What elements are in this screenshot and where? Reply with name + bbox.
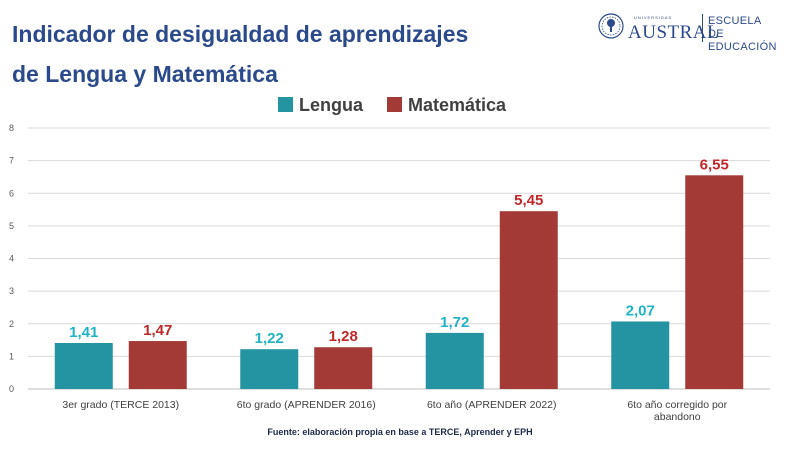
- data-label-matematica: 5,45: [514, 192, 543, 209]
- bar-lengua: [54, 342, 113, 389]
- y-tick-label: 6: [9, 188, 14, 198]
- logo-divider: [702, 14, 703, 42]
- data-label-lengua: 1,72: [440, 314, 469, 331]
- logo-austral: AUSTRAL: [628, 22, 720, 43]
- x-tick-label: 6to año corregido por: [627, 399, 727, 411]
- data-label-lengua: 1,41: [69, 324, 98, 341]
- bar-lengua: [240, 349, 299, 389]
- source-note: Fuente: elaboración propia en base a TER…: [267, 427, 533, 437]
- y-tick-label: 5: [9, 221, 14, 231]
- y-tick-label: 2: [9, 319, 14, 329]
- legend-label: Matemática: [408, 95, 507, 115]
- bar-matematica: [128, 341, 187, 389]
- x-tick-label: abandono: [654, 411, 701, 423]
- bar-matematica: [685, 175, 744, 389]
- logo-universidad: UNIVERSIDAD: [634, 15, 673, 20]
- x-tick-label: 6to año (APRENDER 2022): [427, 399, 557, 411]
- seal-icon: [598, 13, 624, 39]
- logo-escuela-line-1: ESCUELA: [708, 15, 762, 27]
- legend-swatch-lengua: [278, 97, 293, 112]
- y-tick-label: 7: [9, 156, 14, 166]
- bar-lengua: [425, 332, 484, 389]
- data-label-matematica: 1,28: [329, 328, 358, 345]
- logo-escuela: ESCUELA DE EDUCACIÓN: [708, 15, 793, 54]
- legend-label: Lengua: [299, 95, 364, 115]
- y-tick-label: 0: [9, 384, 14, 394]
- bar-lengua: [611, 321, 670, 389]
- x-tick-label: 6to grado (APRENDER 2016): [237, 399, 376, 411]
- page-title: Indicador de desigualdad de aprendizajes…: [12, 14, 572, 94]
- y-tick-label: 1: [9, 351, 14, 361]
- logo-escuela-line-2: DE EDUCACIÓN: [708, 28, 777, 53]
- x-tick-label: 3er grado (TERCE 2013): [62, 399, 179, 411]
- y-tick-label: 8: [9, 123, 14, 133]
- data-label-lengua: 1,22: [255, 330, 284, 347]
- university-logo: UNIVERSIDAD AUSTRAL ESCUELA DE EDUCACIÓN: [598, 12, 793, 53]
- title-line-1: Indicador de desigualdad de aprendizajes: [12, 21, 469, 47]
- data-label-matematica: 1,47: [143, 322, 172, 339]
- bar-matematica: [314, 347, 373, 389]
- y-tick-label: 3: [9, 286, 14, 296]
- data-label-lengua: 2,07: [626, 302, 655, 319]
- data-label-matematica: 6,55: [700, 156, 729, 173]
- title-line-2: de Lengua y Matemática: [12, 61, 278, 87]
- bar-matematica: [499, 211, 558, 389]
- legend-swatch-matematica: [387, 97, 402, 112]
- y-tick-label: 4: [9, 254, 14, 264]
